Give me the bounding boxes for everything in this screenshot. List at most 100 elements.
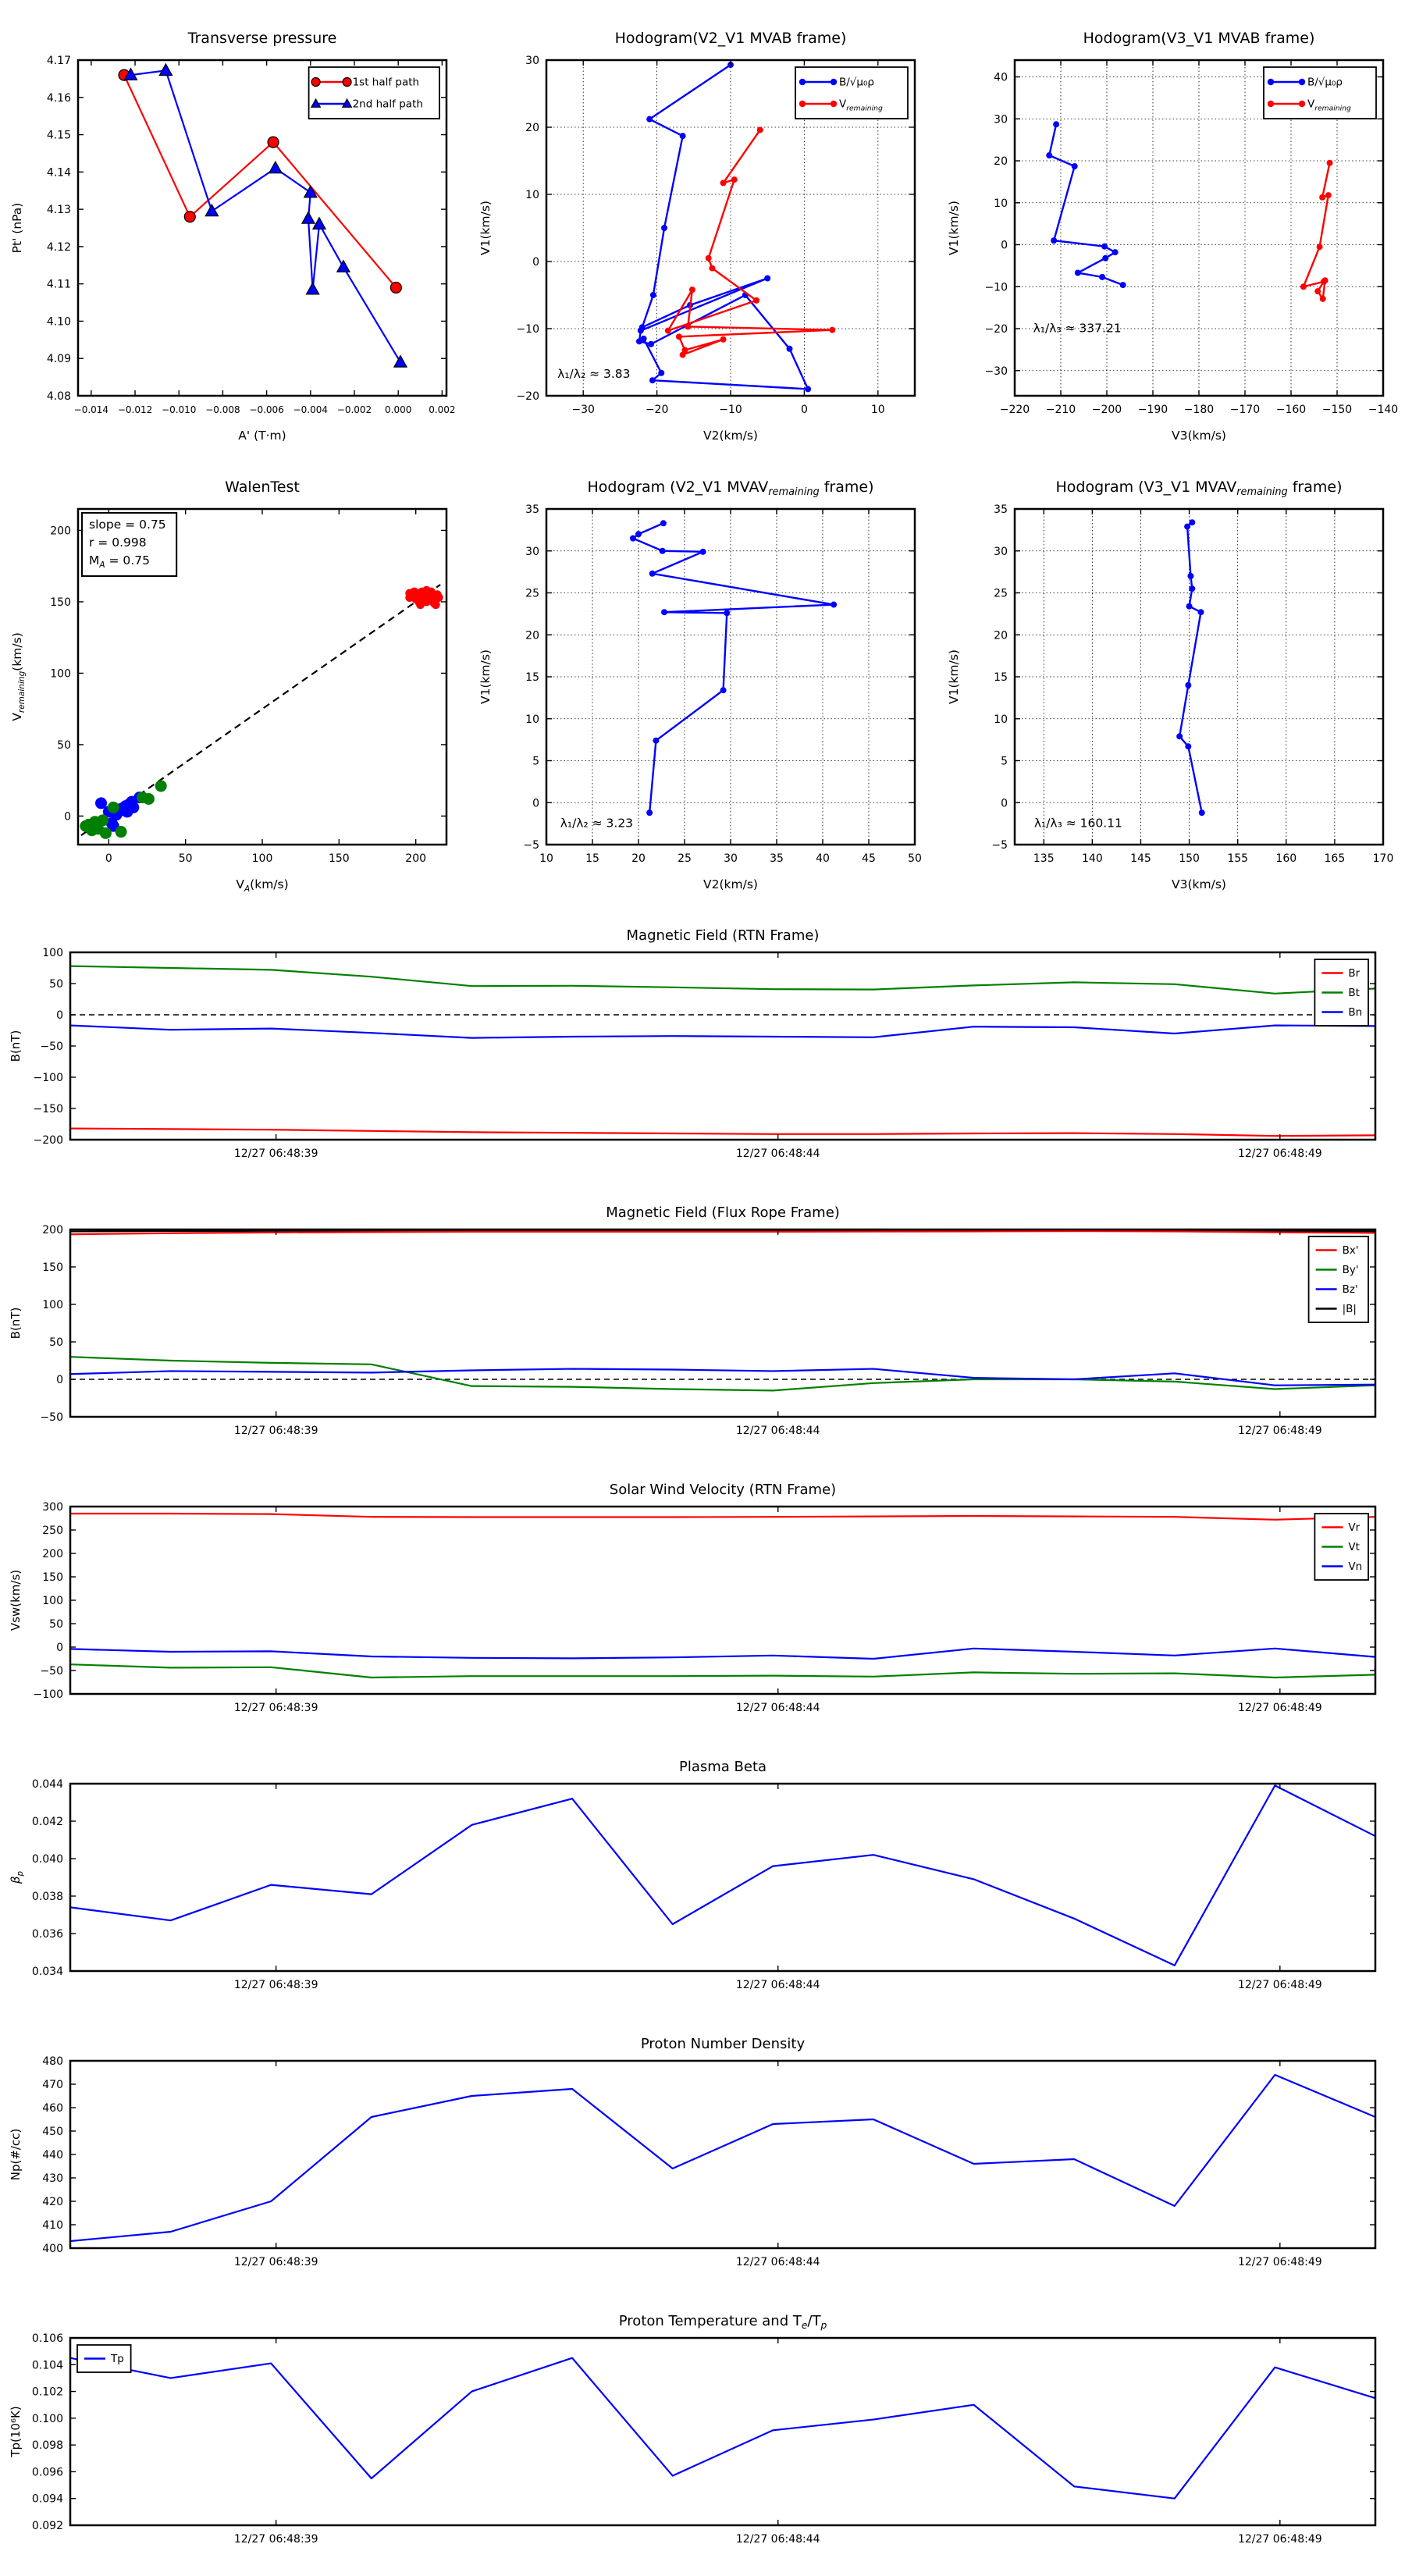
svg-text:470: 470 xyxy=(42,2079,63,2091)
svg-text:Br: Br xyxy=(1348,967,1360,980)
svg-text:0: 0 xyxy=(1001,797,1008,809)
svg-text:0.042: 0.042 xyxy=(32,1816,63,1828)
svg-text:40: 40 xyxy=(816,852,830,865)
svg-text:−220: −220 xyxy=(1000,404,1030,416)
svg-text:5: 5 xyxy=(1001,756,1008,768)
svg-text:12/27 06:48:44: 12/27 06:48:44 xyxy=(736,1702,820,1714)
series-Br xyxy=(69,1127,1376,1137)
svg-text:12/27 06:48:39: 12/27 06:48:39 xyxy=(234,1425,318,1437)
svg-text:12/27 06:48:49: 12/27 06:48:49 xyxy=(1238,2256,1322,2268)
svg-text:20: 20 xyxy=(994,629,1008,642)
svg-text:140: 140 xyxy=(1082,852,1103,865)
axis-ticks: 12/27 06:48:39 12/27 06:48:44 12/27 06:48:… xyxy=(34,1501,1375,1714)
svg-text:By': By' xyxy=(1343,1264,1359,1276)
svg-text:0.038: 0.038 xyxy=(32,1891,63,1903)
series-first-half-points xyxy=(95,792,146,832)
svg-text:40: 40 xyxy=(994,72,1008,84)
svg-text:0.000: 0.000 xyxy=(385,404,411,415)
series-second-half-points xyxy=(80,780,167,839)
svg-text:−0.010: −0.010 xyxy=(162,404,196,415)
svg-text:0.034: 0.034 xyxy=(32,1966,63,1978)
svg-text:50: 50 xyxy=(49,978,63,991)
series-B xyxy=(1046,121,1126,289)
svg-text:50: 50 xyxy=(49,1618,63,1631)
svg-text:100: 100 xyxy=(42,1299,63,1311)
svg-text:15: 15 xyxy=(994,671,1008,684)
y-axis-label: Np(#/cc) xyxy=(9,2129,23,2181)
series-beta xyxy=(69,1784,1376,1966)
svg-text:155: 155 xyxy=(1227,852,1248,865)
svg-text:0: 0 xyxy=(801,404,808,416)
svg-text:4.08: 4.08 xyxy=(47,390,71,403)
series-Bn xyxy=(69,1024,1376,1039)
svg-text:35: 35 xyxy=(770,852,784,865)
svg-text:30: 30 xyxy=(994,113,1008,126)
svg-text:12/27 06:48:49: 12/27 06:48:49 xyxy=(1238,1702,1322,1714)
svg-text:100: 100 xyxy=(252,852,273,865)
svg-text:50: 50 xyxy=(57,739,71,752)
svg-text:12/27 06:48:39: 12/27 06:48:39 xyxy=(234,2256,318,2268)
svg-text:0.096: 0.096 xyxy=(32,2466,63,2478)
svg-text:−0.014: −0.014 xyxy=(74,404,108,415)
svg-text:10: 10 xyxy=(525,189,539,201)
svg-text:410: 410 xyxy=(42,2219,63,2232)
legend: B/√μ₀ρ Vremaining xyxy=(795,66,909,119)
chart-title: Hodogram(V2_V1 MVAB frame) xyxy=(615,30,847,47)
svg-text:slope = 0.75: slope = 0.75 xyxy=(89,518,166,532)
panel-proton-temperature: 12/27 06:48:39 12/27 06:48:44 12/27 06:48:… xyxy=(0,2293,1405,2570)
chart-title: Proton Number Density xyxy=(641,2036,806,2052)
svg-text:450: 450 xyxy=(42,2126,63,2138)
svg-text:12/27 06:48:44: 12/27 06:48:44 xyxy=(736,1147,820,1160)
magnetic-field-rtn-chart: 12/27 06:48:39 12/27 06:48:44 12/27 06:48:… xyxy=(9,927,1377,1160)
x-axis-label: VA(km/s) xyxy=(236,877,288,894)
svg-text:15: 15 xyxy=(525,671,539,684)
svg-text:12/27 06:48:49: 12/27 06:48:49 xyxy=(1238,1425,1322,1437)
y-axis-label: V1(km/s) xyxy=(947,201,961,255)
svg-text:−0.012: −0.012 xyxy=(118,404,152,415)
svg-text:Tp: Tp xyxy=(110,2353,124,2365)
svg-text:50: 50 xyxy=(49,1336,63,1349)
svg-text:160: 160 xyxy=(1275,852,1297,865)
annotation: λ₁/λ₃ ≈ 337.21 xyxy=(1033,321,1122,335)
annotation: λ₁/λ₂ ≈ 3.23 xyxy=(560,816,633,830)
svg-text:−0.004: −0.004 xyxy=(293,404,328,415)
stats-box: slope = 0.75 r = 0.998 MA = 0.75 xyxy=(81,512,178,577)
svg-text:150: 150 xyxy=(42,1571,63,1584)
proton-density-chart: 12/27 06:48:39 12/27 06:48:44 12/27 06:48:… xyxy=(9,2036,1377,2268)
svg-text:−30: −30 xyxy=(571,404,595,416)
svg-text:MA = 0.75: MA = 0.75 xyxy=(89,553,150,570)
series-Vn xyxy=(69,1647,1376,1660)
svg-text:0.036: 0.036 xyxy=(32,1928,63,1941)
svg-text:−160: −160 xyxy=(1276,404,1306,416)
plasma-beta-chart: 12/27 06:48:39 12/27 06:48:44 12/27 06:48:… xyxy=(9,1759,1377,1991)
svg-text:480: 480 xyxy=(42,2055,63,2068)
svg-text:|B|: |B| xyxy=(1343,1303,1357,1315)
svg-text:0.040: 0.040 xyxy=(32,1853,63,1866)
svg-text:−0.008: −0.008 xyxy=(205,404,240,415)
svg-text:150: 150 xyxy=(42,1261,63,1274)
svg-text:−210: −210 xyxy=(1046,404,1076,416)
svg-text:−190: −190 xyxy=(1138,404,1168,416)
panel-plasma-beta: 12/27 06:48:39 12/27 06:48:44 12/27 06:48:… xyxy=(0,1738,1405,2016)
svg-text:Vr: Vr xyxy=(1348,1521,1360,1534)
svg-text:−0.006: −0.006 xyxy=(249,404,283,415)
svg-text:−170: −170 xyxy=(1230,404,1260,416)
svg-text:B/√μ₀ρ: B/√μ₀ρ xyxy=(839,76,874,89)
svg-text:12/27 06:48:39: 12/27 06:48:39 xyxy=(234,2533,318,2546)
legend: Vr Vt Vn xyxy=(1314,1513,1369,1581)
panel-hodogram-v3v1-mvab: −220 −210 −200 −190 −180 −170 −160 −150 −140 −30−… xyxy=(937,9,1405,458)
svg-text:420: 420 xyxy=(42,2196,63,2208)
annotation: λ₁/λ₃ ≈ 160.11 xyxy=(1034,816,1122,830)
svg-text:300: 300 xyxy=(42,1501,63,1514)
svg-text:−10: −10 xyxy=(516,323,539,336)
chart-title: Solar Wind Velocity (RTN Frame) xyxy=(610,1482,836,1498)
series-Vr xyxy=(70,1512,1376,1521)
axis-ticks: 0 50 100 150 200 0 50 100 150 200 xyxy=(50,509,446,865)
axes-frame xyxy=(69,1782,1377,1973)
svg-text:30: 30 xyxy=(525,55,539,67)
panel-hodogram-v3v1-mvav: 135 140 145 150 155 160 165 170 −5 0 5 10 15 20 25 30 35… xyxy=(937,458,1405,907)
svg-text:0: 0 xyxy=(64,810,71,823)
svg-text:4.15: 4.15 xyxy=(47,130,71,142)
svg-text:0.094: 0.094 xyxy=(32,2493,63,2506)
svg-text:45: 45 xyxy=(862,852,876,865)
